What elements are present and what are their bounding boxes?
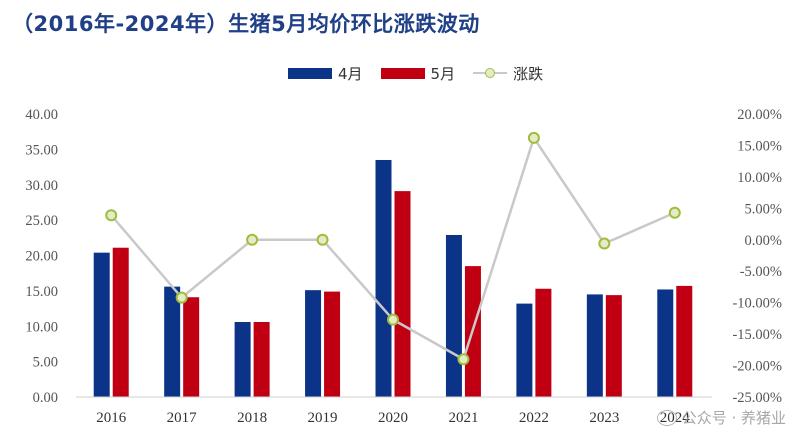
bar-april-2020	[375, 159, 392, 397]
left-tick-label: 15.00	[25, 284, 58, 300]
legend-label-april: 4月	[338, 64, 363, 83]
right-tick-label: 15.00%	[737, 138, 782, 154]
right-tick-label: -5.00%	[740, 264, 782, 280]
right-tick-label: 20.00%	[737, 107, 782, 123]
x-tick-label: 2022	[519, 410, 549, 426]
x-tick-label: 2016	[96, 410, 127, 426]
legend-item-change: 涨跌	[473, 63, 543, 84]
change-point-2020	[387, 313, 399, 326]
right-tick-label: -25.00%	[732, 390, 782, 406]
change-point-2019	[316, 233, 329, 246]
watermark: 公众号 · 养猪业	[656, 407, 786, 428]
x-tick-label: 2019	[308, 410, 338, 426]
left-tick-label: 10.00	[25, 319, 58, 335]
x-axis: 2016 2017 2018 2019 2020 2021 2022 2023 2024	[76, 396, 712, 426]
bar-april-2018	[234, 322, 251, 397]
bar-april-2022	[516, 303, 533, 397]
wechat-icon	[656, 409, 677, 426]
x-tick-label: 2023	[589, 410, 619, 426]
change-point-2021	[457, 353, 470, 366]
change-point-2024	[668, 206, 681, 219]
change-point-2022	[527, 131, 540, 144]
bar-may-2023	[605, 295, 622, 397]
right-tick-label: 10.00%	[737, 170, 782, 186]
legend: 4月 5月 涨跌	[288, 62, 561, 84]
bar-may-2022	[535, 288, 552, 397]
change-point-2023	[598, 237, 611, 250]
left-tick-label: 5.00	[33, 355, 58, 371]
left-tick-label: 20.00	[25, 249, 58, 265]
bar-may-2024	[676, 285, 693, 397]
bar-series	[93, 159, 693, 397]
legend-label-change: 涨跌	[513, 64, 544, 83]
right-tick-label: -10.00%	[732, 296, 782, 312]
change-point-2017	[175, 291, 188, 304]
left-axis: 0.00 5.00 10.00 15.00 20.00 25.00 30.00 35.00 40…	[25, 107, 58, 406]
x-tick-label: 2020	[378, 410, 408, 426]
bar-may-2018	[253, 322, 270, 397]
legend-label-may: 5月	[430, 64, 456, 83]
x-tick-label: 2018	[237, 410, 267, 426]
change-point-2016	[105, 209, 118, 222]
legend-swatch-may	[380, 67, 425, 79]
bar-may-2017	[183, 297, 200, 397]
chart-title: （2016年-2024年）生猪5月均价环比涨跌波动	[12, 12, 480, 36]
legend-item-may: 5月	[380, 63, 456, 84]
bar-may-2020	[394, 191, 411, 397]
left-tick-label: 40.00	[25, 107, 58, 123]
watermark-text: 公众号 · 养猪业	[681, 409, 786, 427]
right-tick-label: -20.00%	[732, 359, 782, 375]
right-tick-label: 5.00%	[745, 201, 782, 217]
bar-april-2023	[586, 294, 603, 397]
bar-april-2021	[445, 234, 462, 397]
left-tick-label: 30.00	[25, 178, 58, 194]
change-point-2018	[246, 233, 259, 246]
left-tick-label: 25.00	[25, 213, 58, 229]
change-line-series	[105, 131, 681, 366]
bar-may-2019	[324, 291, 341, 397]
right-axis: -25.00% -20.00% -15.00% -10.00% -5.00% 0.00% 5…	[732, 107, 782, 406]
x-tick-label: 2017	[167, 410, 198, 426]
bar-april-2024	[657, 289, 674, 397]
bar-april-2017	[164, 286, 181, 397]
right-tick-label: 0.00%	[745, 233, 782, 249]
bar-april-2019	[305, 290, 322, 397]
legend-item-april: 4月	[288, 63, 363, 84]
left-tick-label: 0.00	[33, 390, 58, 406]
x-tick-label: 2021	[448, 410, 478, 426]
legend-swatch-april	[288, 67, 332, 79]
right-tick-label: -15.00%	[732, 327, 782, 343]
bar-may-2016	[112, 247, 129, 397]
left-tick-label: 35.00	[25, 142, 58, 158]
legend-swatch-change	[473, 67, 508, 79]
bar-april-2016	[93, 252, 110, 397]
